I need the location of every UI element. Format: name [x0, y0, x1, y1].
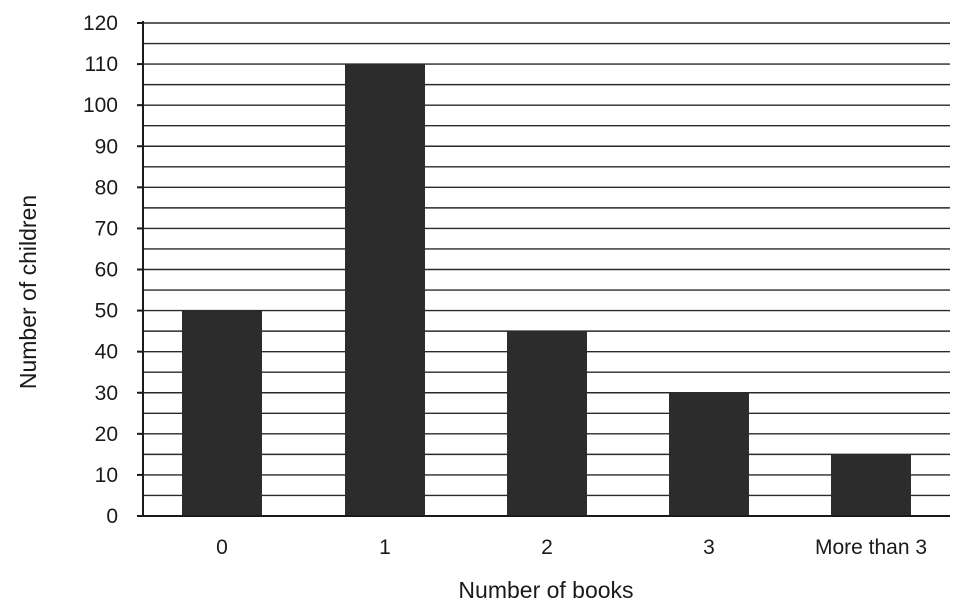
bar-3: [669, 392, 749, 516]
y-tick-label: 110: [85, 53, 118, 76]
y-tick-label: 70: [95, 217, 118, 240]
y-tick-label: 20: [95, 423, 118, 446]
y-tick-label: 50: [95, 300, 118, 323]
bar-more-than-3: [831, 454, 911, 516]
y-tick-label: 40: [95, 341, 118, 364]
x-tick-label: 3: [703, 536, 715, 559]
y-tick-label: 30: [95, 382, 118, 405]
gridlines: [143, 22, 950, 497]
x-tick-label: 1: [379, 536, 391, 559]
bars: [182, 64, 911, 516]
y-tick-labels: 0 10 20 30 40 50 60 70 80 90 100 110 120: [83, 12, 143, 528]
y-tick-label: 100: [83, 94, 118, 117]
bar-2: [507, 331, 587, 516]
y-tick-label: 10: [95, 464, 118, 487]
x-axis-title: Number of books: [458, 577, 633, 603]
x-tick-label: More than 3: [815, 536, 927, 559]
x-tick-labels: 0 1 2 3 More than 3: [216, 536, 927, 559]
y-tick-label: 0: [106, 505, 118, 528]
y-tick-label: 60: [95, 259, 118, 282]
y-tick-label: 90: [95, 135, 118, 158]
x-tick-label: 2: [541, 536, 553, 559]
y-axis-title: Number of children: [15, 195, 41, 389]
x-tick-label: 0: [216, 536, 228, 559]
y-tick-label: 80: [95, 176, 118, 199]
y-tick-label: 120: [83, 12, 118, 35]
bar-0: [182, 310, 262, 516]
bar-1: [345, 64, 425, 516]
